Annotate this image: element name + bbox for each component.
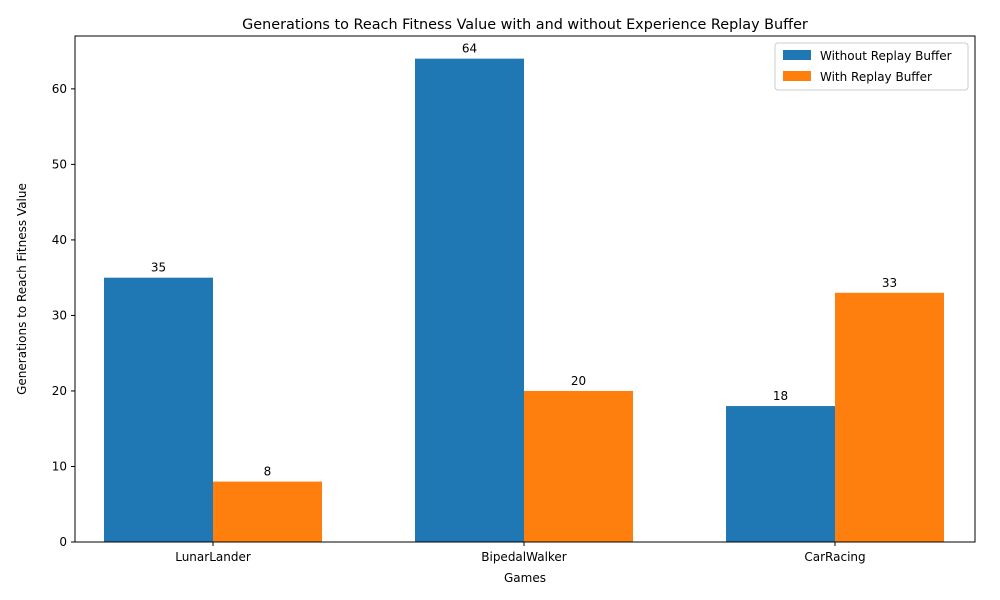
bar-carracing-series-1: [726, 406, 835, 542]
data-label-carracing-series-1: 18: [773, 389, 788, 403]
bars-layer: [104, 58, 944, 543]
bar-bipedalwalker-series-2: [524, 390, 633, 542]
y-tick-label: 0: [59, 535, 67, 549]
bar-carracing-series-2: [835, 292, 944, 542]
bar-lunarlander-series-2: [213, 481, 322, 542]
x-tick-label: LunarLander: [175, 550, 251, 564]
data-labels-layer: 35 8 64 20 18 33: [151, 42, 897, 479]
y-tick-label: 10: [52, 459, 67, 473]
bar-lunarlander-series-1: [104, 277, 213, 542]
legend: Without Replay Buffer With Replay Buffer: [774, 42, 969, 91]
chart-title: Generations to Reach Fitness Value with …: [242, 17, 808, 33]
x-axis: LunarLander BipedalWalker CarRacing: [175, 542, 866, 564]
legend-label-series-1: Without Replay Buffer: [820, 49, 952, 63]
x-axis-label: Games: [504, 571, 546, 585]
y-axis-label: Generations to Reach Fitness Value: [15, 183, 29, 395]
data-label-bipedalwalker-series-2: 20: [571, 374, 586, 388]
data-label-lunarlander-series-2: 8: [264, 465, 272, 479]
y-tick-label: 40: [52, 233, 67, 247]
x-tick-label: BipedalWalker: [481, 550, 567, 564]
data-label-lunarlander-series-1: 35: [151, 261, 166, 275]
plot-frame: [74, 35, 976, 543]
y-axis: 0 10 20 30 40 50 60: [52, 82, 75, 549]
x-tick-label: CarRacing: [804, 550, 865, 564]
y-tick-label: 60: [52, 82, 67, 96]
data-label-bipedalwalker-series-1: 64: [462, 42, 477, 56]
legend-label-series-2: With Replay Buffer: [820, 70, 932, 84]
y-tick-label: 20: [52, 384, 67, 398]
data-label-carracing-series-2: 33: [882, 276, 897, 290]
legend-swatch-series-2: [783, 71, 811, 81]
y-tick-label: 50: [52, 157, 67, 171]
legend-swatch-series-1: [783, 50, 811, 60]
y-tick-label: 30: [52, 308, 67, 322]
legend-frame: [774, 42, 969, 91]
bar-bipedalwalker-series-1: [415, 58, 524, 543]
